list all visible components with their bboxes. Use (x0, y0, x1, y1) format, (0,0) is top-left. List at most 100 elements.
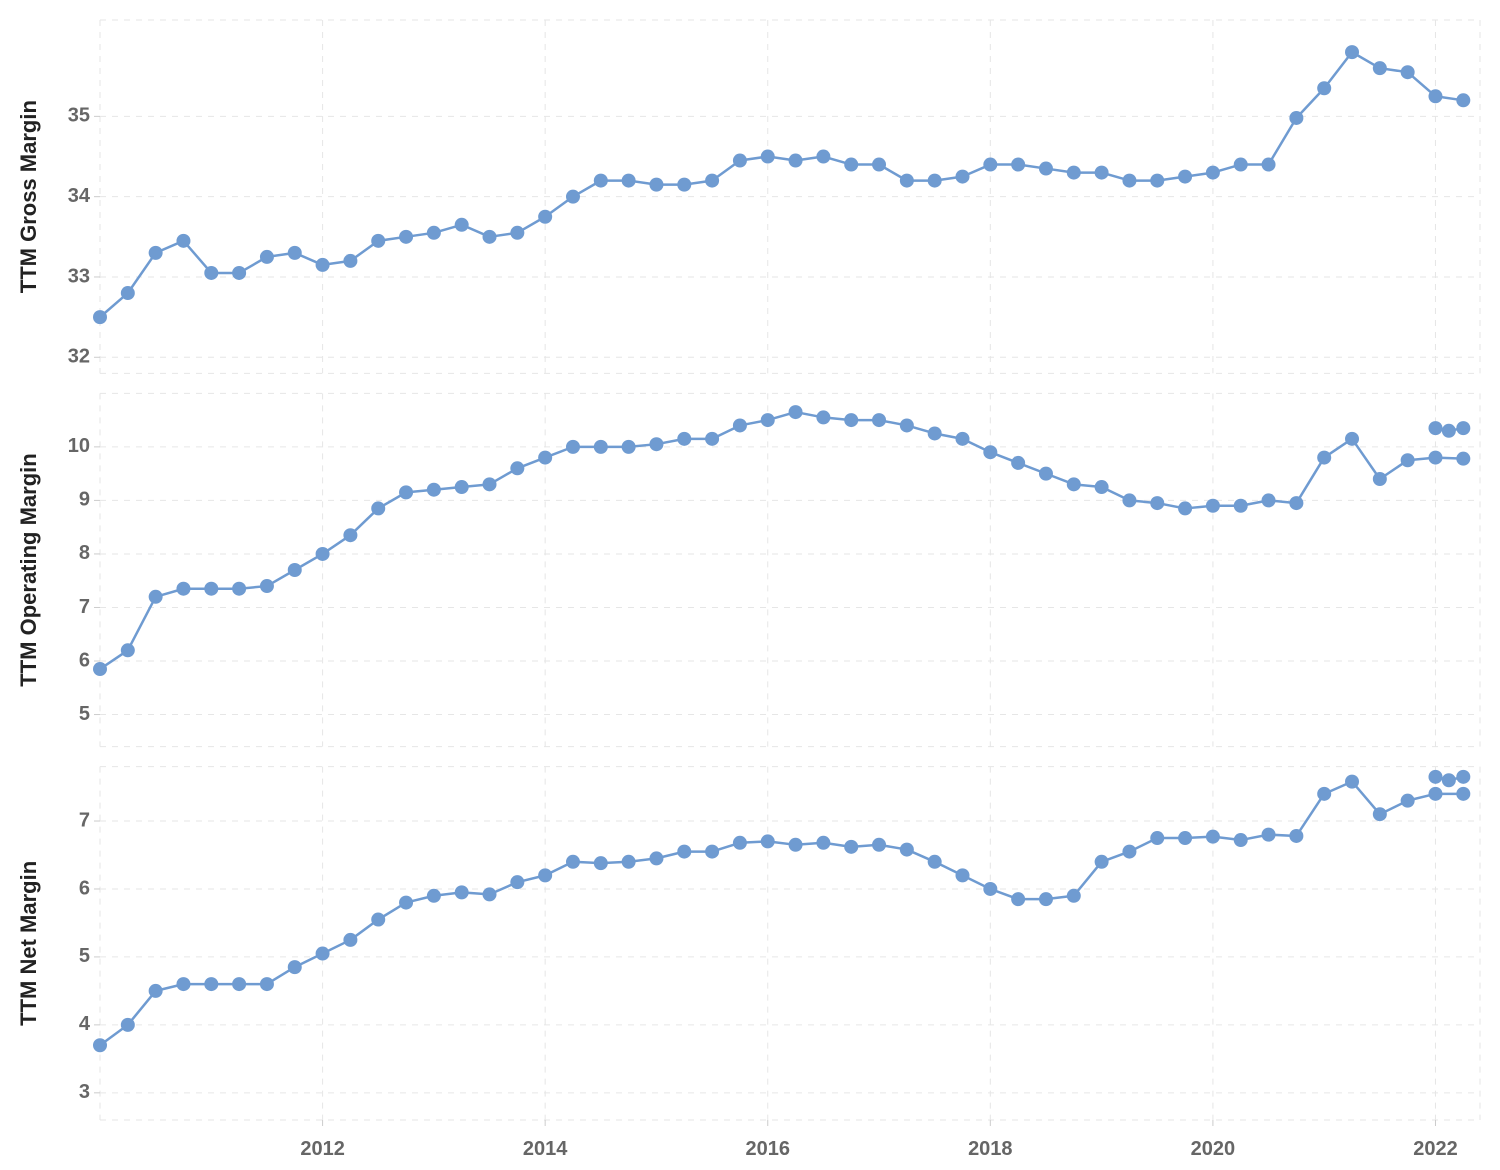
series-marker-net (176, 977, 190, 991)
series-marker-net (455, 885, 469, 899)
series-marker-operating (343, 528, 357, 542)
series-marker-net (149, 984, 163, 998)
series-marker-operating (204, 582, 218, 596)
series-marker-gross (1234, 158, 1248, 172)
series-marker-gross (399, 230, 413, 244)
series-marker-gross (844, 158, 858, 172)
y-tick-label: 10 (68, 435, 90, 457)
series-marker-net (316, 947, 330, 961)
series-marker-operating (483, 477, 497, 491)
series-marker-gross (594, 174, 608, 188)
y-tick-label: 5 (79, 703, 90, 725)
series-marker-net (1317, 787, 1331, 801)
series-marker-operating (176, 582, 190, 596)
series-marker-net (204, 977, 218, 991)
series-marker-net (288, 960, 302, 974)
series-marker-net (733, 836, 747, 850)
y-tick-label: 6 (79, 877, 90, 899)
series-marker-operating (1345, 432, 1359, 446)
series-marker-operating (1095, 480, 1109, 494)
series-marker-gross (288, 246, 302, 260)
series-marker-operating (455, 480, 469, 494)
series-marker-operating (649, 437, 663, 451)
series-marker-gross (1456, 93, 1470, 107)
series-marker-gross (733, 154, 747, 168)
series-marker-gross (1011, 158, 1025, 172)
series-marker-net-extra (1442, 773, 1456, 787)
series-marker-gross (1122, 174, 1136, 188)
series-marker-operating (371, 501, 385, 515)
series-marker-gross (1150, 174, 1164, 188)
series-marker-net (622, 855, 636, 869)
series-marker-net (510, 875, 524, 889)
y-tick-label: 34 (68, 185, 91, 207)
series-marker-net-extra (1428, 770, 1442, 784)
series-marker-operating (928, 426, 942, 440)
series-marker-gross (343, 254, 357, 268)
series-marker-gross (900, 174, 914, 188)
series-marker-net (1456, 787, 1470, 801)
series-marker-net (1039, 892, 1053, 906)
series-marker-gross (649, 178, 663, 192)
series-marker-operating (1262, 493, 1276, 507)
series-marker-gross (1428, 89, 1442, 103)
series-marker-gross (622, 174, 636, 188)
series-marker-gross (1039, 162, 1053, 176)
series-marker-gross (483, 230, 497, 244)
series-marker-net (677, 845, 691, 859)
y-tick-label: 3 (79, 1081, 90, 1103)
series-marker-gross (93, 310, 107, 324)
series-marker-operating (956, 432, 970, 446)
series-marker-operating (1317, 451, 1331, 465)
series-marker-net (1122, 845, 1136, 859)
series-marker-gross (371, 234, 385, 248)
series-marker-gross (538, 210, 552, 224)
series-marker-net (928, 855, 942, 869)
series-marker-operating (622, 440, 636, 454)
series-marker-gross (1262, 158, 1276, 172)
series-marker-gross (1373, 61, 1387, 75)
series-marker-operating (566, 440, 580, 454)
series-marker-net (705, 845, 719, 859)
series-marker-gross (677, 178, 691, 192)
series-marker-operating (399, 485, 413, 499)
series-marker-operating (816, 410, 830, 424)
y-tick-label: 6 (79, 649, 90, 671)
series-marker-net (1289, 829, 1303, 843)
series-marker-net (1206, 830, 1220, 844)
x-tick-label: 2018 (968, 1138, 1013, 1160)
series-marker-gross (510, 226, 524, 240)
series-marker-net (483, 887, 497, 901)
series-marker-gross (983, 158, 997, 172)
y-tick-label: 9 (79, 489, 90, 511)
series-marker-gross (761, 150, 775, 164)
series-marker-net (594, 856, 608, 870)
series-marker-gross (1289, 111, 1303, 125)
x-tick-label: 2014 (523, 1138, 568, 1160)
series-marker-net (1345, 775, 1359, 789)
series-marker-net (816, 836, 830, 850)
series-marker-operating (594, 440, 608, 454)
series-marker-gross (260, 250, 274, 264)
series-marker-net (93, 1038, 107, 1052)
y-tick-label: 7 (79, 809, 90, 831)
series-marker-net (844, 840, 858, 854)
series-marker-net (900, 843, 914, 857)
series-marker-operating-extra (1442, 424, 1456, 438)
series-marker-gross (956, 170, 970, 184)
series-marker-operating (427, 483, 441, 497)
series-marker-operating (1178, 501, 1192, 515)
series-marker-net (649, 851, 663, 865)
series-marker-operating (538, 451, 552, 465)
ylabel-operating: TTM Operating Margin (16, 453, 41, 686)
series-marker-gross (1067, 166, 1081, 180)
series-marker-net (566, 855, 580, 869)
series-marker-net (1095, 855, 1109, 869)
x-tick-label: 2022 (1413, 1138, 1458, 1160)
series-marker-gross (176, 234, 190, 248)
y-tick-label: 4 (79, 1013, 91, 1035)
series-marker-gross (1095, 166, 1109, 180)
series-marker-net (761, 834, 775, 848)
series-marker-net (1011, 892, 1025, 906)
y-tick-label: 32 (68, 346, 90, 368)
